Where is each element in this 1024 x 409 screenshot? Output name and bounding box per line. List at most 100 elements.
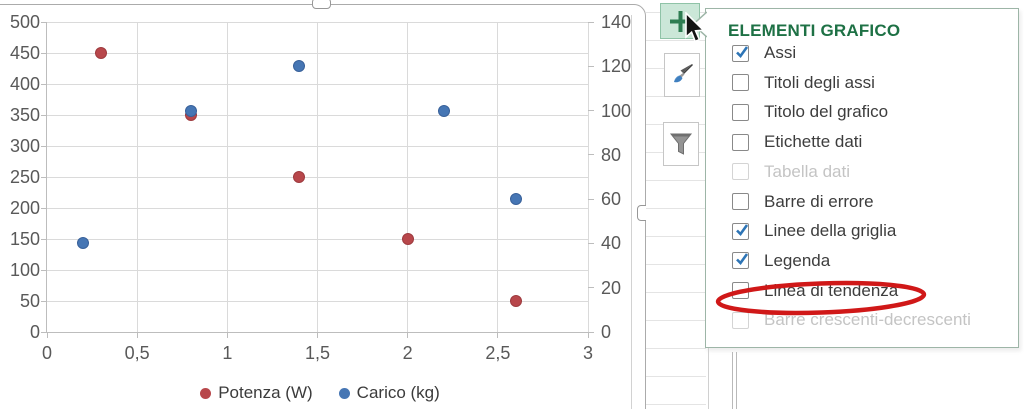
x-axis-label: 2,5 [485, 343, 511, 363]
chart-resize-handle-top[interactable] [312, 0, 331, 9]
chart-legend[interactable]: Potenza (W) Carico (kg) [0, 383, 640, 403]
checkbox-checked[interactable] [732, 44, 749, 62]
y-axis-left-label: 150 [9, 229, 40, 249]
menu-item-label[interactable]: Linea di tendenza [764, 280, 899, 300]
y-axis-right-tick [588, 287, 594, 289]
y-axis-left-tick [41, 207, 47, 209]
legend-item[interactable]: Carico (kg) [338, 383, 440, 403]
menu-item-label[interactable]: Linee della griglia [764, 221, 897, 241]
chart-filters-button[interactable] [663, 122, 699, 166]
y-axis-right-tick [588, 65, 594, 67]
y-axis-left-label: 50 [19, 291, 40, 311]
menu-item-label[interactable]: Legenda [764, 250, 831, 270]
menu-item-label: Tabella dati [764, 161, 851, 181]
worksheet-column-line [732, 352, 733, 409]
menu-item-barre-crescenti-decrescenti: Barre crescenti-decrescenti [706, 307, 1018, 333]
menu-item-etichette-dati[interactable]: Etichette dati [706, 129, 1018, 155]
data-point-potenza[interactable] [509, 295, 522, 307]
y-axis-line[interactable] [46, 22, 47, 332]
x-axis-tick [317, 332, 318, 338]
data-point-carico[interactable] [77, 237, 90, 250]
data-point-carico[interactable] [185, 104, 198, 117]
checkbox-unchecked[interactable] [732, 103, 749, 121]
y-axis-left-tick [41, 331, 47, 333]
data-point-potenza[interactable] [401, 233, 414, 245]
y-axis-left-label: 500 [9, 12, 40, 32]
legend-label: Potenza (W) [218, 383, 313, 402]
popup-title: ELEMENTI GRAFICO [728, 21, 901, 40]
y-axis-right-tick [588, 154, 594, 156]
checkbox-unchecked [732, 163, 749, 181]
data-point-carico[interactable] [293, 60, 306, 73]
plus-icon [669, 10, 691, 32]
y-axis-right-tick [588, 198, 594, 200]
chart-elements-popup: ELEMENTI GRAFICO Assi Titoli degli assi Ti… [705, 8, 1019, 348]
v-gridline [497, 22, 499, 332]
y-axis-left-tick [41, 145, 47, 147]
checkbox-unchecked[interactable] [732, 74, 749, 92]
x-axis-line[interactable] [46, 332, 588, 333]
x-axis-tick [136, 332, 138, 338]
chart-styles-button[interactable] [664, 53, 700, 97]
y-axis-left-tick [41, 114, 47, 116]
x-axis-label: 1 [222, 343, 233, 363]
menu-item-assi[interactable]: Assi [706, 40, 1018, 66]
data-point-potenza[interactable] [95, 47, 108, 59]
menu-item-label[interactable]: Titolo del grafico [764, 102, 889, 122]
menu-item-label[interactable]: Etichette dati [764, 132, 863, 152]
y-axis-left-label: 250 [9, 167, 40, 187]
menu-item-tabella-dati: Tabella dati [706, 159, 1018, 185]
menu-item-label[interactable]: Titoli degli assi [764, 72, 875, 92]
x-axis-label: 1,5 [304, 343, 331, 363]
chart-object-frame[interactable] [0, 4, 646, 409]
legend-item[interactable]: Potenza (W) [200, 383, 313, 403]
v-gridline [226, 22, 228, 332]
checkbox-checked[interactable] [732, 222, 749, 240]
data-point-potenza[interactable] [293, 171, 306, 183]
y-axis-left-label: 350 [9, 105, 40, 125]
data-point-carico[interactable] [509, 193, 522, 206]
v-gridline [136, 22, 138, 332]
y-axis-right-label: 80 [601, 144, 622, 165]
x-axis-label: 0,5 [124, 343, 150, 363]
data-point-carico[interactable] [437, 104, 450, 117]
checkmark-icon [736, 223, 749, 236]
y-axis-left-tick [41, 21, 47, 23]
y-axis-left-label: 0 [29, 322, 40, 342]
y-axis-left-label: 300 [9, 136, 40, 156]
y-axis-right-label: 100 [601, 100, 632, 121]
menu-item-label[interactable]: Barre di errore [764, 191, 874, 211]
menu-item-titolo-del-grafico[interactable]: Titolo del grafico [706, 99, 1018, 125]
legend-swatch [200, 387, 212, 399]
checkbox-unchecked[interactable] [732, 282, 749, 300]
menu-item-label[interactable]: Assi [764, 43, 797, 62]
y-axis-left-label: 400 [9, 74, 40, 94]
y-axis-right-label: 60 [601, 189, 622, 210]
y-axis-right-tick [588, 331, 594, 333]
v-gridline [317, 22, 318, 332]
x-axis-tick [407, 332, 409, 338]
y-axis-right-tick [588, 110, 594, 112]
x-axis-label: 3 [582, 343, 593, 363]
menu-item-legenda[interactable]: Legenda [706, 248, 1018, 274]
y-axis-left-label: 100 [9, 260, 40, 280]
y-axis-left-label: 450 [9, 43, 40, 63]
menu-item-linea-di-tendenza[interactable]: Linea di tendenza [706, 278, 1018, 304]
y-axis-right-label: 140 [601, 12, 632, 32]
y-axis-right-label: 40 [601, 233, 622, 254]
menu-item-titoli-degli-assi[interactable]: Titoli degli assi [706, 70, 1018, 96]
y-axis-right-label: 0 [601, 322, 612, 342]
y-axis-left-tick [41, 300, 47, 302]
menu-item-linee-della-griglia[interactable]: Linee della griglia [706, 218, 1018, 244]
v-gridline [587, 22, 589, 332]
legend-swatch [338, 387, 350, 399]
checkbox-checked[interactable] [732, 252, 749, 270]
menu-item-barre-di-errore[interactable]: Barre di errore [706, 189, 1018, 215]
paintbrush-icon [674, 64, 693, 83]
v-gridline [407, 22, 409, 332]
x-axis-tick [497, 332, 499, 338]
y-axis-left-tick [41, 83, 47, 85]
checkbox-unchecked[interactable] [732, 133, 749, 151]
checkbox-unchecked[interactable] [732, 193, 749, 210]
